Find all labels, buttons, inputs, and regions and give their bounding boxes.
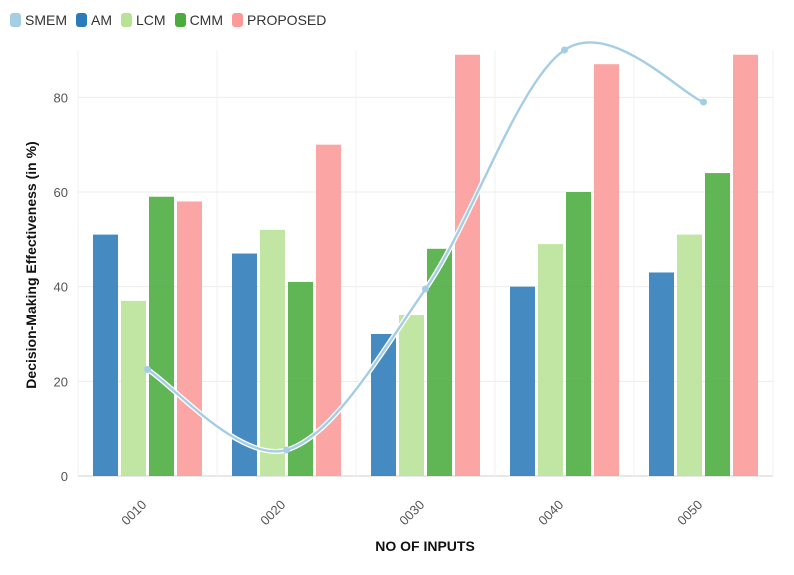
legend-item-am[interactable]: AM bbox=[76, 12, 112, 28]
legend-swatch bbox=[121, 13, 132, 27]
line-point bbox=[700, 98, 707, 106]
line-point bbox=[561, 46, 568, 54]
x-tick-label: 0020 bbox=[257, 497, 288, 528]
bar-cmm bbox=[705, 173, 730, 477]
line-point bbox=[283, 446, 290, 454]
legend-item-lcm[interactable]: LCM bbox=[121, 12, 166, 28]
bar-am bbox=[371, 334, 396, 476]
bar-proposed bbox=[177, 201, 202, 476]
y-tick-label: 80 bbox=[54, 90, 68, 105]
legend-swatch bbox=[76, 13, 87, 27]
line-halo bbox=[146, 40, 705, 454]
y-tick-label: 0 bbox=[61, 469, 68, 484]
bar-proposed bbox=[733, 54, 758, 476]
legend-swatch bbox=[174, 13, 186, 27]
bar-cmm bbox=[427, 248, 452, 476]
legend-label: LCM bbox=[136, 12, 166, 28]
bar-lcm bbox=[538, 244, 563, 476]
chart-legend: SMEM AM LCM CMM PROPOSED bbox=[10, 10, 335, 30]
bar-lcm bbox=[260, 229, 285, 476]
x-axis-title: NO OF INPUTS bbox=[375, 538, 475, 554]
x-tick-label: 0040 bbox=[535, 497, 566, 528]
line-point bbox=[422, 285, 429, 293]
y-axis-title: Decision-Making Effectiveness (in %) bbox=[23, 141, 39, 388]
legend-swatch bbox=[10, 13, 21, 27]
x-tick-label: 0010 bbox=[118, 497, 149, 528]
bar-cmm bbox=[566, 192, 591, 476]
x-tick-label: 0050 bbox=[674, 497, 705, 528]
y-tick-label: 20 bbox=[54, 374, 68, 389]
y-tick-label: 40 bbox=[54, 280, 68, 295]
legend-label: AM bbox=[91, 12, 112, 28]
legend-item-smem[interactable]: SMEM bbox=[10, 12, 67, 28]
legend-label: PROPOSED bbox=[247, 12, 327, 28]
bar-proposed bbox=[316, 144, 341, 476]
x-tick-label: 0030 bbox=[396, 497, 427, 528]
bar-lcm bbox=[121, 300, 146, 476]
line-series bbox=[144, 40, 707, 454]
legend-swatch bbox=[232, 13, 243, 27]
bar-cmm bbox=[149, 196, 174, 476]
line-point bbox=[144, 366, 151, 373]
y-tick-label: 60 bbox=[54, 185, 68, 200]
legend-item-proposed[interactable]: PROPOSED bbox=[232, 12, 326, 28]
bar-am bbox=[510, 286, 535, 476]
legend-label: CMM bbox=[189, 12, 223, 28]
bar-proposed bbox=[455, 54, 480, 476]
bar-am bbox=[93, 234, 118, 476]
bar-proposed bbox=[594, 64, 619, 476]
legend-item-cmm[interactable]: CMM bbox=[174, 12, 223, 28]
line-smem bbox=[146, 41, 704, 453]
bar-series bbox=[93, 54, 758, 477]
bar-lcm bbox=[399, 315, 424, 476]
bar-lcm bbox=[677, 234, 702, 476]
bar-am bbox=[649, 272, 674, 476]
legend-label: SMEM bbox=[25, 12, 67, 28]
